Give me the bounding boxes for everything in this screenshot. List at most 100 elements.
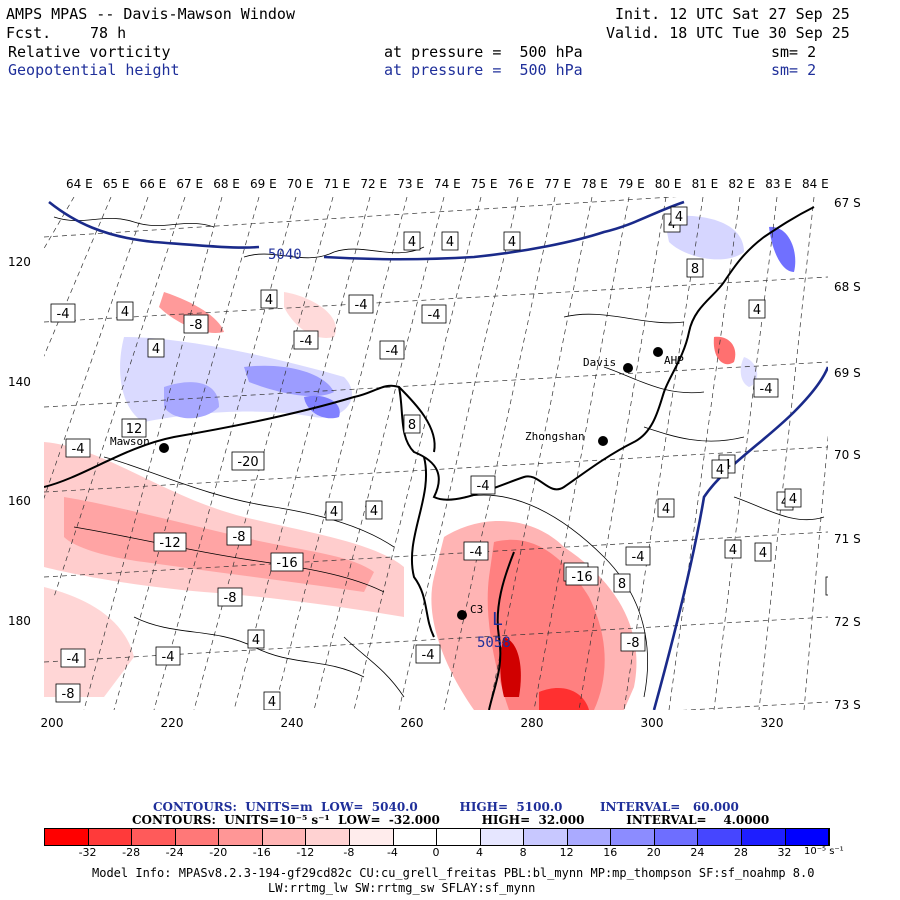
lon-label: 76 E [507, 177, 535, 191]
lon-label: 68 E [213, 177, 240, 191]
lon-label: 72 E [360, 177, 388, 191]
colorbar-tick: 16 [603, 846, 618, 859]
colorbar-swatch [262, 829, 307, 845]
colorbar [44, 828, 830, 846]
vorticity-value-box [670, 206, 688, 226]
lat-label: 72 S [834, 615, 861, 629]
vorticity-value-box [260, 289, 278, 309]
colorbar-tick: -12 [296, 846, 315, 859]
vorticity-value-label: -4 [422, 648, 435, 663]
vorticity-value-label: 4 [268, 695, 276, 710]
vorticity-value-box [231, 451, 265, 471]
vorticity-value-box [421, 304, 447, 324]
vorticity-value-box [724, 539, 742, 559]
vorticity-value-box [754, 542, 772, 562]
colorbar-tick: 0 [432, 846, 440, 859]
vorticity-value-box [348, 294, 374, 314]
vorticity-value-box [217, 587, 243, 607]
colorbar-swatch [567, 829, 612, 845]
vorticity-value-label: 4 [789, 492, 797, 507]
vorticity-value-label: -4 [386, 344, 399, 359]
vorticity-value-box [415, 644, 441, 664]
lon-label: 75 E [470, 177, 498, 191]
vorticity-value-box [50, 303, 76, 323]
station-c3: C3 [470, 603, 484, 616]
vorticity-value-label: 4 [662, 502, 670, 517]
colorbar-tick: -24 [165, 846, 184, 859]
vorticity-value-box [748, 299, 766, 319]
vorticity-value-label: 4 [753, 303, 761, 318]
lon-label: 78 E [581, 177, 608, 191]
vorticity-value-box [711, 459, 729, 479]
coastline [44, 206, 815, 710]
vorticity-value-box [365, 500, 383, 520]
colorbar-swatch [88, 829, 133, 845]
x-axis-tick: 280 [520, 716, 544, 730]
field2-level: at pressure = 500 hPa [384, 61, 583, 79]
lon-label: 80 E [654, 177, 682, 191]
vorticity-value-box [753, 378, 779, 398]
colorbar-tick: -8 [343, 846, 355, 859]
colorbar-tick: 28 [733, 846, 748, 859]
colorbar-tick: 32 [777, 846, 792, 859]
colorbar-swatch [611, 829, 655, 845]
vorticity-value-box [55, 683, 81, 703]
station-davis: Davis [583, 356, 617, 369]
vorticity-value-label: 4 [121, 305, 129, 320]
vorticity-box-labels: 4 4 4 4 -4 4 -8 4 -4 -4 4 -4 -4 12 -4 8 -20 -4 4 4 -12 -8 -16 -… [50, 206, 828, 710]
colorbar-swatch [393, 829, 438, 845]
colorbar-swatch [306, 829, 350, 845]
vorticity-value-label: -4 [72, 442, 85, 457]
vorticity-value-box [270, 552, 304, 572]
lon-label: 77 E [544, 177, 572, 191]
colorbar-swatch [654, 829, 699, 845]
vorticity-value-box [65, 438, 91, 458]
colorbar-tick: 8 [519, 846, 527, 859]
vorticity-map: 4 4 4 4 -4 4 -8 4 -4 -4 4 -4 -4 12 -4 8 -20 -4 4 4 -12 -8 -16 -… [44, 197, 828, 710]
vorticity-value-box [657, 498, 675, 518]
vorticity-value-label: -8 [224, 591, 237, 606]
init-time: Init. 12 UTC Sat 27 Sep 25 [615, 5, 850, 23]
vorticity-value-label: 4 [265, 293, 273, 308]
vorticity-value-label: 4 [252, 633, 260, 648]
vorticity-value-box [183, 314, 209, 334]
field1-level: at pressure = 500 hPa [384, 43, 583, 61]
vorticity-value-box [403, 414, 421, 434]
x-axis-tick: 200 [40, 716, 64, 730]
vorticity-value-box [116, 301, 134, 321]
fcst-label: Fcst. [6, 24, 52, 42]
vorticity-value-box [403, 231, 421, 251]
plot-title: AMPS MPAS -- Davis-Mawson Window [6, 5, 295, 23]
vorticity-value-label: 12 [126, 422, 143, 437]
height-contour-info: CONTOURS: UNITS=m LOW= 5040.0 HIGH= 5100… [153, 800, 739, 814]
vorticity-value-label: -8 [62, 687, 75, 702]
vorticity-value-box [153, 532, 187, 552]
vorticity-value-label: 4 [152, 342, 160, 357]
colorbar-units: 10⁻⁵ s⁻¹ [804, 846, 844, 857]
vorticity-value-box [325, 501, 343, 521]
vorticity-value-label: 4 [675, 210, 683, 225]
vorticity-value-box [784, 488, 802, 508]
height-contours [48, 200, 828, 710]
y-axis-tick: 140 [8, 375, 31, 389]
vorticity-value-label: -4 [300, 334, 313, 349]
vorticity-value-box [379, 340, 405, 360]
vorticity-value-label: -4 [470, 545, 483, 560]
lon-label: 64 E [66, 177, 93, 191]
y-axis-tick: 120 [8, 255, 31, 269]
station-mawson: Mawson [110, 435, 150, 448]
valid-time: Valid. 18 UTC Tue 30 Sep 25 [606, 24, 850, 42]
colorbar-tick: 12 [559, 846, 574, 859]
lat-label: 71 S [834, 532, 861, 546]
vorticity-value-label: -4 [477, 479, 490, 494]
fcst-value: 78 h [90, 24, 127, 42]
lat-label: 70 S [834, 448, 861, 462]
lon-label: 70 E [286, 177, 314, 191]
station-ahp: AHP [664, 354, 684, 367]
field1-sm: sm= 2 [771, 43, 817, 61]
x-axis-tick: 220 [160, 716, 184, 730]
vorticity-value-label: 4 [759, 546, 767, 561]
colorbar-tick: 20 [646, 846, 661, 859]
vorticity-value-label: -16 [276, 556, 297, 571]
vorticity-value-label: -4 [355, 298, 368, 313]
